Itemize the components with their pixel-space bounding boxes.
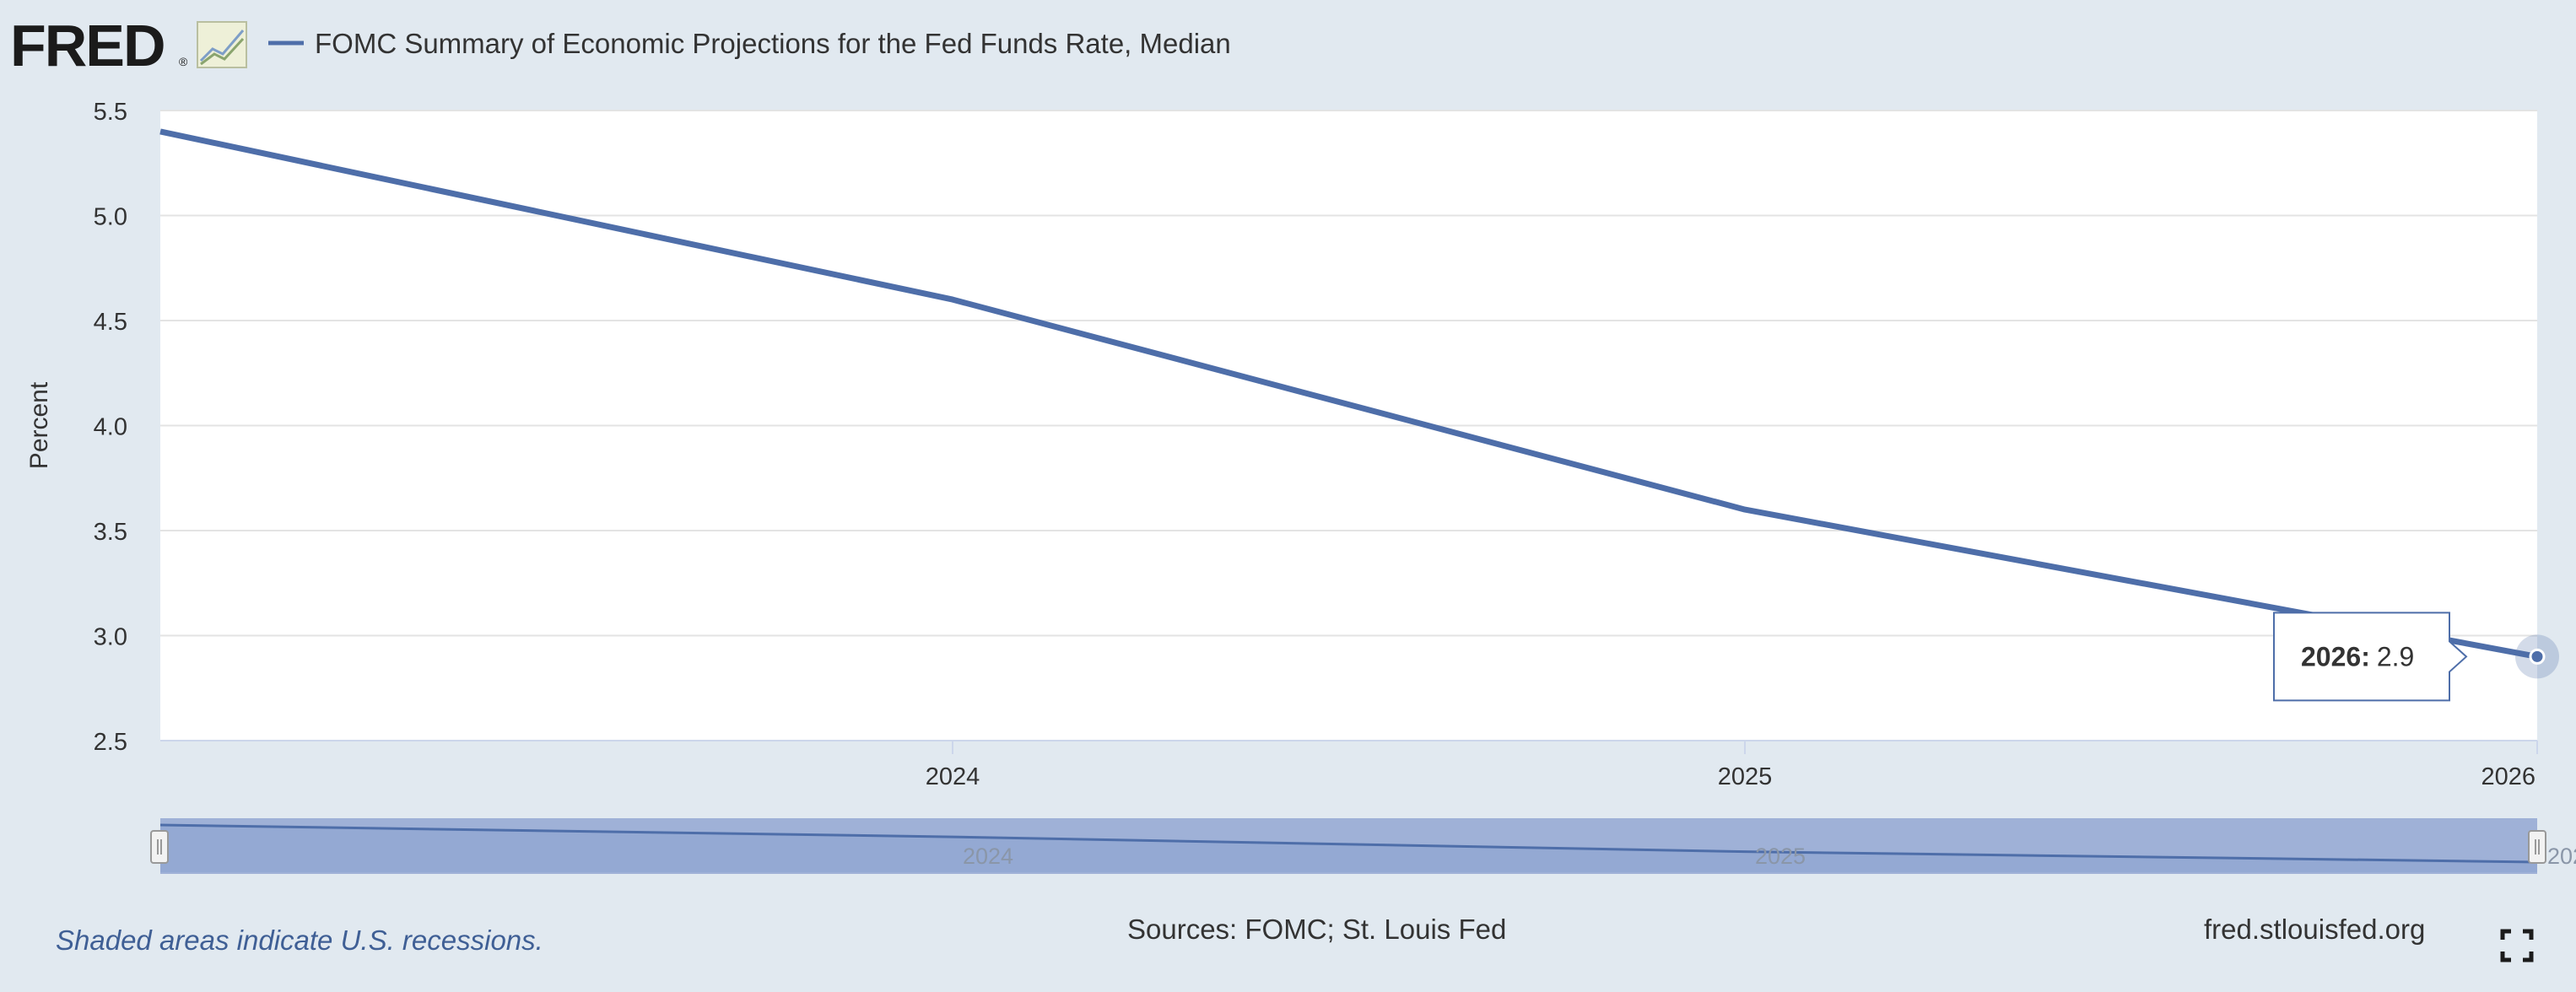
y-axis-label: Percent — [25, 381, 53, 469]
y-tick-label: 5.5 — [94, 99, 127, 126]
navigator-handle-right[interactable] — [2528, 830, 2546, 864]
expand-icon[interactable] — [2496, 925, 2534, 962]
recession-note: Shaded areas indicate U.S. recessions. — [56, 925, 543, 956]
site-url[interactable]: fred.stlouisfed.org — [2204, 914, 2425, 945]
navigator-tick-label: 2025 — [1755, 844, 1806, 869]
navigator-series — [159, 823, 2538, 872]
y-tick-label: 5.0 — [94, 204, 127, 231]
line-chart-icon — [197, 21, 247, 68]
navigator-area — [160, 825, 2537, 872]
navigator-ticks: 2024 2025 202 — [963, 844, 2576, 869]
y-tick-label: 4.0 — [94, 414, 127, 441]
fred-logo-text: FRED — [10, 13, 165, 78]
y-tick-label: 4.5 — [94, 309, 127, 336]
hover-point[interactable] — [2529, 648, 2546, 665]
navigator-line — [159, 823, 2538, 864]
y-tick-label: 3.0 — [94, 624, 127, 651]
tooltip: 2026: 2.9 — [2273, 612, 2468, 702]
tooltip-text: 2026: 2.9 — [2301, 641, 2414, 671]
navigator-tick-label: 2024 — [963, 844, 1013, 869]
x-tick-label: 2026 — [2481, 763, 2535, 790]
x-tick-label: 2024 — [926, 763, 980, 790]
x-tick-label: 2025 — [1718, 763, 1773, 790]
legend-label[interactable]: FOMC Summary of Economic Projections for… — [315, 28, 1231, 59]
y-tick-label: 3.5 — [94, 519, 127, 546]
navigator[interactable]: 2024 2025 202 — [150, 818, 2576, 874]
tooltip-date: 2026: — [2301, 641, 2370, 671]
y-axis-ticks: 2.5 3.0 3.5 4.0 4.5 5.0 5.5 — [94, 99, 127, 756]
registered-mark: ® — [179, 55, 188, 68]
navigator-handle-left[interactable] — [150, 830, 169, 864]
tooltip-value: 2.9 — [2377, 641, 2414, 671]
y-tick-label: 2.5 — [94, 729, 127, 756]
sources-text: Sources: FOMC; St. Louis Fed — [1127, 914, 1506, 945]
series-line[interactable] — [159, 128, 2538, 660]
tooltip-box — [2273, 612, 2468, 702]
series-layer — [159, 128, 2559, 679]
fred-logo[interactable]: FRED ® — [10, 13, 247, 78]
x-axis-ticks: 2024 2025 2026 — [926, 741, 2538, 790]
navigator-tick-label: 202 — [2547, 844, 2576, 869]
